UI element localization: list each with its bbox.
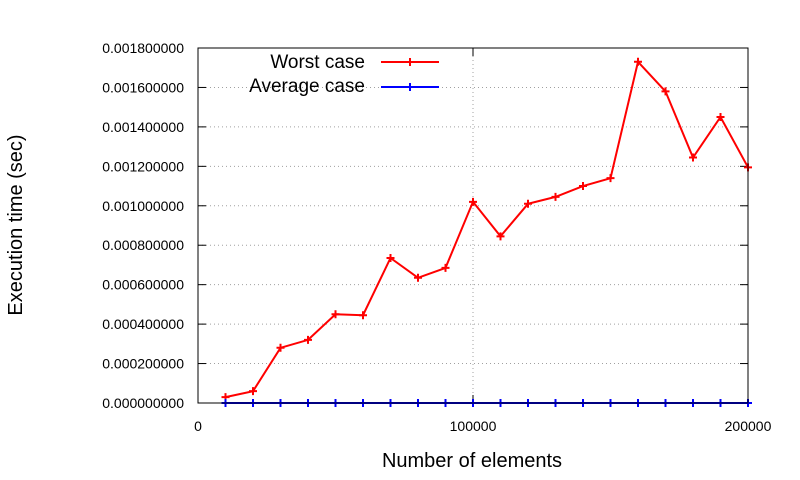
data-point [689, 153, 697, 162]
series-worst-case [221, 57, 752, 402]
data-point [579, 182, 587, 191]
series [221, 57, 752, 407]
legend-marker [406, 58, 414, 66]
data-point [249, 387, 257, 396]
data-point [469, 197, 477, 206]
y-tick-label: 0.001800000 [102, 40, 184, 56]
legend-sample-worst-case [381, 58, 439, 66]
data-point [524, 199, 532, 208]
data-point [606, 174, 615, 183]
y-tick-label: 0.000800000 [102, 237, 184, 253]
y-tick-label: 0.001200000 [102, 158, 184, 174]
y-tick-label: 0.000200000 [102, 356, 184, 372]
data-point [386, 254, 395, 263]
legend-sample-average-case [381, 83, 439, 91]
y-tick-label: 0.000600000 [102, 277, 184, 293]
y-tick-label: 0.000400000 [102, 316, 184, 332]
data-point [441, 263, 450, 272]
plot-frame [197, 47, 749, 404]
y-tick-label: 0.001600000 [102, 79, 184, 95]
y-tick-labels: 0.000000000 0.000200000 0.000400000 0.00060… [102, 40, 184, 411]
legend: Worst case Average case [249, 52, 439, 97]
x-tick-label: 200000 [725, 418, 772, 434]
x-tick-labels: 0 100000 200000 [194, 418, 771, 434]
data-point [661, 87, 670, 96]
data-point [496, 232, 505, 241]
data-point [331, 310, 340, 319]
y-tick-label: 0.001400000 [102, 119, 184, 135]
data-point [304, 335, 312, 344]
y-tick-label: 0.001000000 [102, 198, 184, 214]
data-point [716, 113, 725, 122]
data-point [276, 343, 285, 352]
y-tick-label: 0.000000000 [102, 395, 184, 411]
data-point [414, 273, 422, 282]
data-point [551, 192, 560, 201]
legend-label-worst-case: Worst case [270, 52, 365, 73]
series-line-worst-case [225, 59, 749, 399]
x-axis-title: Number of elements [382, 450, 562, 472]
y-axis-title: Execution time (sec) [5, 134, 27, 315]
data-point [359, 311, 367, 320]
x-tick-label: 100000 [450, 418, 497, 434]
legend-marker [406, 83, 414, 91]
x-tick-label: 0 [194, 418, 202, 434]
data-point [634, 57, 642, 66]
legend-label-average-case: Average case [249, 76, 365, 97]
